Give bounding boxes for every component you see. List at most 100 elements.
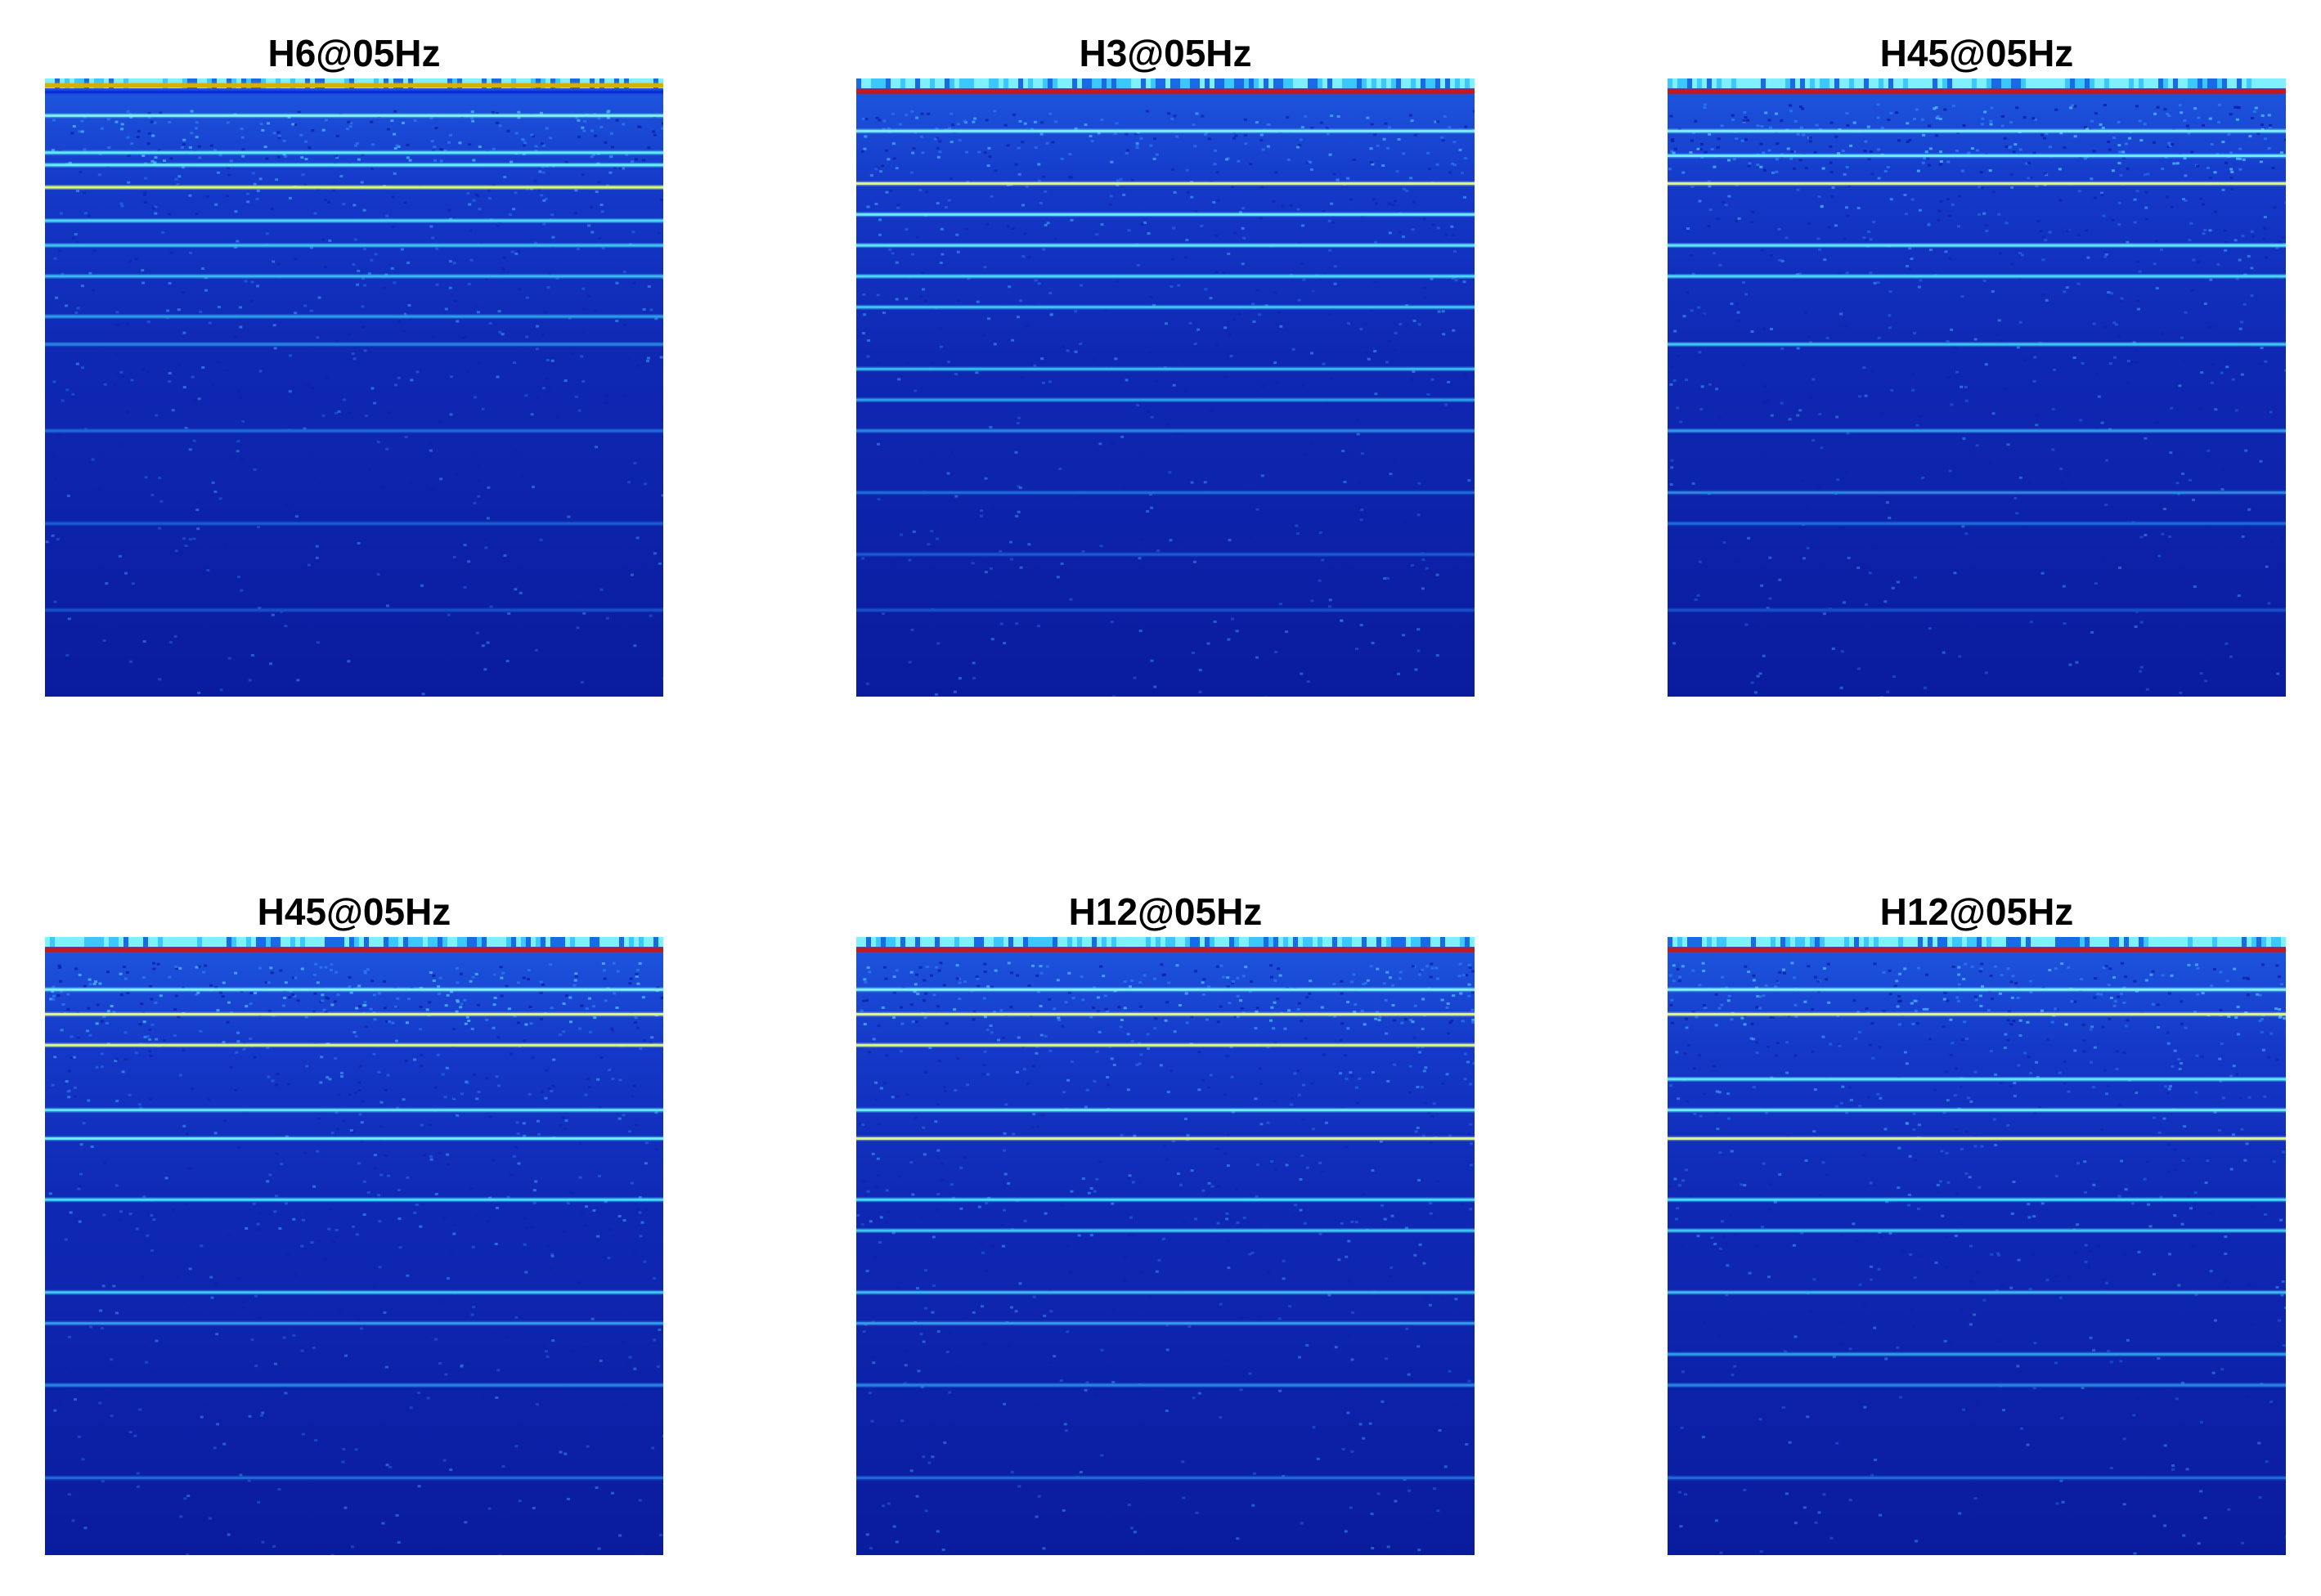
spectrogram-plot: [1668, 937, 2286, 1555]
harmonic-line: [856, 1322, 1475, 1325]
harmonic-line: [856, 1198, 1475, 1201]
spectrogram-canvas: [856, 937, 1475, 1555]
harmonic-line: [856, 1291, 1475, 1294]
harmonic-line: [1668, 1352, 2286, 1356]
harmonic-line: [856, 275, 1475, 278]
harmonic-line: [856, 306, 1475, 309]
heatmap-top-band: [856, 78, 1475, 88]
heatmap-texture: [856, 962, 1475, 1555]
spectrogram-plot: [45, 937, 663, 1555]
harmonic-lines: [1668, 88, 2286, 613]
harmonic-line: [856, 553, 1475, 556]
harmonic-line: [1668, 1109, 2286, 1112]
harmonic-line: [45, 186, 663, 189]
harmonic-line: [1668, 1229, 2286, 1232]
harmonic-line: [45, 164, 663, 167]
harmonic-line: [1668, 429, 2286, 433]
harmonic-line: [45, 429, 663, 433]
harmonic-line: [45, 1109, 663, 1112]
panel-title: H6@05Hz: [267, 32, 441, 74]
harmonic-lines: [45, 947, 663, 1481]
heatmap-background: [45, 78, 663, 697]
harmonic-line: [45, 988, 663, 991]
harmonic-line: [45, 83, 663, 88]
panel-title: H12@05Hz: [1068, 890, 1263, 933]
panel-title: H3@05Hz: [1079, 32, 1252, 74]
harmonic-line: [1668, 182, 2286, 185]
heatmap-top-band: [1668, 937, 2286, 947]
spectrogram-canvas: [856, 78, 1475, 697]
harmonic-line: [856, 1043, 1475, 1047]
harmonic-line: [856, 988, 1475, 991]
harmonic-line: [856, 1383, 1475, 1387]
harmonic-line: [45, 315, 663, 318]
harmonic-line: [45, 219, 663, 222]
spectrogram-canvas: [1668, 937, 2286, 1555]
harmonic-line: [856, 129, 1475, 132]
harmonic-line: [1668, 491, 2286, 494]
harmonic-line: [856, 1109, 1475, 1112]
spectrogram-plot: [856, 78, 1475, 697]
harmonic-line: [856, 608, 1475, 612]
harmonic-lines: [856, 88, 1475, 613]
harmonic-line: [45, 1137, 663, 1140]
harmonic-line: [45, 1477, 663, 1479]
heatmap-background: [856, 937, 1475, 1555]
harmonic-line: [45, 151, 663, 155]
harmonic-line: [45, 948, 663, 953]
harmonic-line: [856, 491, 1475, 494]
harmonic-line: [45, 1383, 663, 1387]
harmonic-line: [45, 1291, 663, 1294]
heatmap-texture: [1668, 103, 2286, 697]
harmonic-line: [1668, 988, 2286, 991]
harmonic-line: [856, 429, 1475, 433]
harmonic-line: [856, 89, 1475, 94]
harmonic-line: [856, 1477, 1475, 1479]
spectrogram-canvas: [45, 78, 663, 697]
harmonic-line: [1668, 1078, 2286, 1081]
spectrogram-plot: [1668, 78, 2286, 697]
harmonic-line: [856, 1229, 1475, 1232]
harmonic-line: [1668, 155, 2286, 157]
harmonic-line: [856, 398, 1475, 401]
harmonic-line: [856, 1137, 1475, 1140]
harmonic-line: [856, 367, 1475, 370]
harmonic-line: [1668, 948, 2286, 953]
spectrogram-plot: [856, 937, 1475, 1555]
heatmap-top-band: [45, 937, 663, 947]
heatmap-top-band: [45, 78, 663, 88]
harmonic-line: [1668, 275, 2286, 278]
harmonic-line: [45, 608, 663, 612]
harmonic-line: [856, 182, 1475, 185]
harmonic-line: [1668, 1198, 2286, 1201]
heatmap-background: [1668, 937, 2286, 1555]
harmonic-line: [1668, 1477, 2286, 1479]
spectrogram-canvas: [1668, 78, 2286, 697]
harmonic-line: [45, 114, 663, 117]
harmonic-line: [1668, 608, 2286, 612]
panel-title: H12@05Hz: [1879, 890, 2074, 933]
harmonic-line: [1668, 1291, 2286, 1294]
harmonic-line: [856, 244, 1475, 247]
harmonic-line: [1668, 1013, 2286, 1015]
heatmap-texture: [859, 110, 1475, 697]
harmonic-line: [1668, 89, 2286, 94]
harmonic-line: [45, 91, 663, 94]
harmonic-line: [45, 522, 663, 525]
harmonic-lines: [856, 947, 1475, 1481]
harmonic-line: [45, 275, 663, 278]
harmonic-line: [856, 948, 1475, 953]
harmonic-line: [1668, 1383, 2286, 1387]
harmonic-line: [856, 1013, 1475, 1015]
harmonic-line: [45, 244, 663, 247]
harmonic-lines: [45, 82, 663, 613]
heatmap-top-band: [856, 937, 1475, 947]
harmonic-line: [45, 1322, 663, 1325]
harmonic-line: [45, 343, 663, 346]
harmonic-line: [1668, 343, 2286, 346]
harmonic-line: [1668, 129, 2286, 132]
heatmap-background: [856, 78, 1475, 697]
harmonic-line: [1668, 1137, 2286, 1140]
harmonic-lines: [1668, 947, 2286, 1481]
harmonic-line: [45, 1043, 663, 1047]
